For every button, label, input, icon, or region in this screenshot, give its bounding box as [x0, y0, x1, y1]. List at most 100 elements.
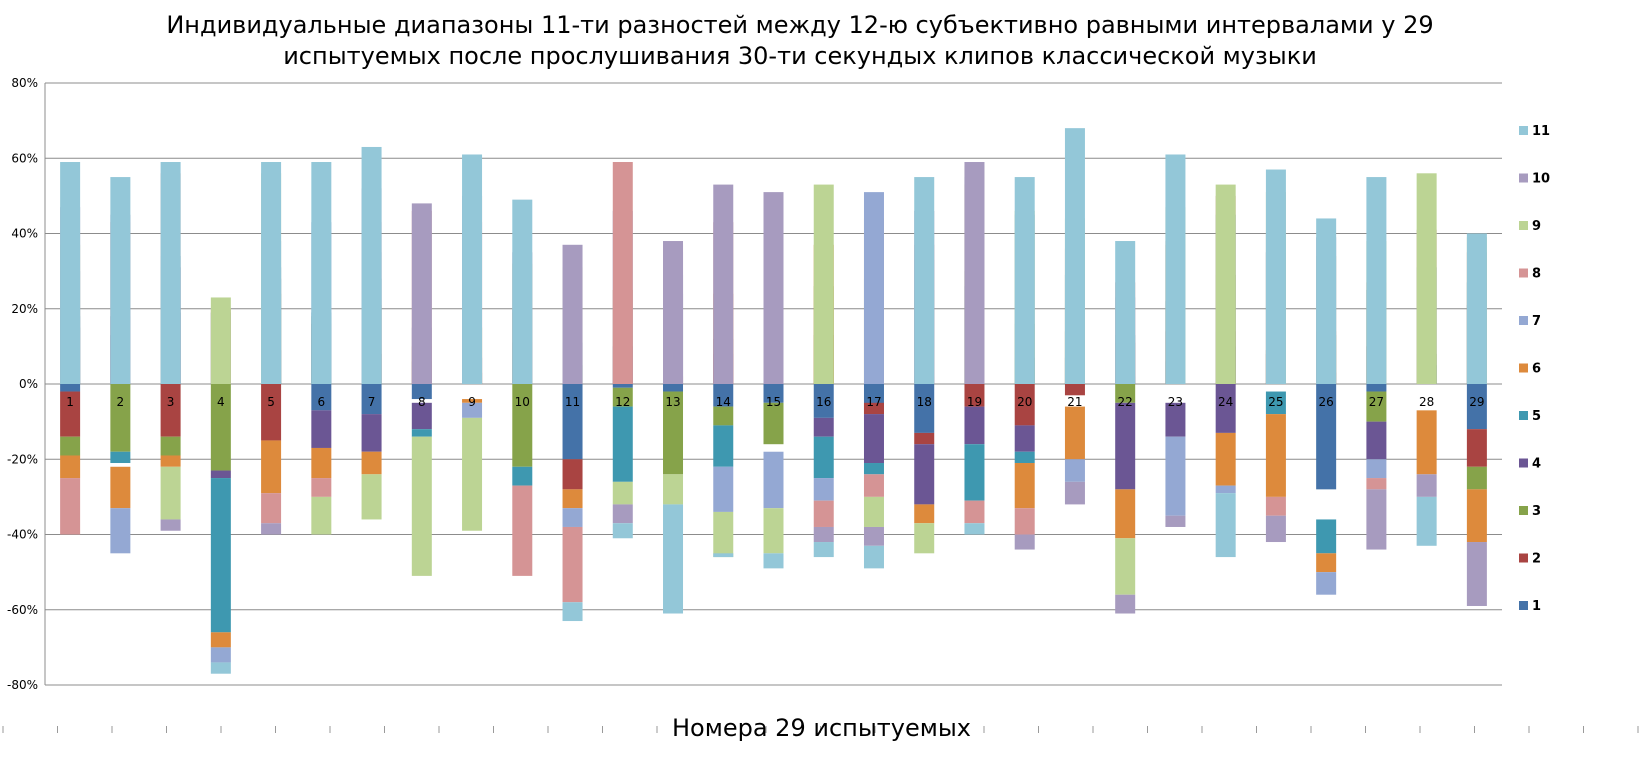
y-tick-label: -60%	[7, 603, 38, 617]
category-label-8: 8	[418, 395, 426, 409]
bar-16-series-8	[813, 500, 834, 527]
bar-21-series-11	[1064, 128, 1085, 384]
bar-13-series-11	[663, 504, 684, 614]
bar-20-series-2	[1014, 384, 1035, 426]
bar-17-series-11	[863, 545, 884, 569]
legend-swatch-11	[1519, 126, 1528, 135]
category-label-15: 15	[766, 395, 781, 409]
bar-28-series-6	[1416, 410, 1437, 475]
y-tick-label: 60%	[11, 151, 38, 165]
bar-3-series-9	[160, 466, 181, 520]
bar-2-series-7	[110, 508, 131, 554]
bar-1-series-11	[60, 162, 81, 384]
bar-19-series-8	[964, 500, 985, 524]
bar-17-series-4	[863, 414, 884, 464]
bar-16-series-10	[813, 526, 834, 543]
legend-swatch-2	[1519, 553, 1528, 563]
bar-4-series-11	[210, 662, 231, 674]
bar-17-series-5	[863, 463, 884, 475]
bar-29-series-6	[1466, 489, 1487, 543]
category-label-11: 11	[565, 395, 580, 409]
bar-11-series-6	[562, 489, 583, 509]
legend-label-1: 1	[1532, 599, 1541, 614]
bar-12-series-8	[612, 162, 633, 384]
bar-22-series-9	[1115, 538, 1136, 595]
bar-13-series-1	[663, 384, 684, 392]
bar-3-series-3	[160, 436, 181, 456]
bar-25-series-5	[1265, 391, 1286, 415]
bar-17-series-10	[863, 526, 884, 546]
bar-4-series-3	[210, 384, 231, 471]
bar-19-series-5	[964, 444, 985, 501]
bar-28-series-11	[1416, 496, 1437, 546]
bar-23-series-10	[1165, 515, 1186, 527]
bar-7-series-6	[361, 451, 382, 475]
category-label-24: 24	[1218, 395, 1233, 409]
bar-15-series-7	[763, 451, 784, 509]
legend-swatch-9	[1519, 221, 1528, 230]
bar-8-series-5	[411, 429, 432, 437]
bar-14-series-7	[713, 466, 734, 512]
bar-15-series-1	[763, 384, 784, 403]
bar-3-series-2	[160, 384, 181, 437]
bar-27-series-3	[1366, 391, 1387, 422]
bar-20-series-5	[1014, 451, 1035, 464]
bar-14-series-9	[713, 511, 734, 558]
bar-27-series-10	[1366, 489, 1387, 550]
legend-label-5: 5	[1532, 409, 1541, 424]
bar-29-series-10	[1466, 542, 1487, 606]
legend-swatch-3	[1519, 506, 1528, 515]
bar-4-series-6	[210, 632, 231, 648]
bar-18-series-4	[914, 444, 935, 505]
legend-label-8: 8	[1532, 267, 1541, 282]
bar-5-series-2	[261, 384, 282, 441]
bar-26-series-7	[1316, 572, 1337, 595]
bar-29-series-2	[1466, 429, 1487, 467]
bar-27-series-11	[1366, 177, 1387, 384]
chart-title-line-2: испытуемых после прослушивания 30-ти сек…	[283, 42, 1317, 70]
category-label-25: 25	[1268, 395, 1283, 409]
bar-1-series-8	[60, 478, 81, 535]
chart-title: Индивидуальные диапазоны 11-ти разностей…	[150, 10, 1450, 72]
bar-28-series-9	[1416, 173, 1437, 384]
legend-label-3: 3	[1532, 504, 1541, 519]
bar-27-series-7	[1366, 459, 1387, 479]
category-label-7: 7	[368, 395, 376, 409]
bar-4-series-5	[210, 478, 231, 633]
legend-label-4: 4	[1532, 457, 1541, 472]
category-label-4: 4	[217, 395, 225, 409]
category-label-3: 3	[167, 395, 175, 409]
bar-8-series-1	[411, 384, 432, 400]
bar-21-series-7	[1064, 459, 1085, 482]
legend-swatch-8	[1519, 268, 1528, 278]
bar-24-series-7	[1215, 485, 1236, 494]
category-label-9: 9	[468, 395, 476, 409]
bar-14-series-11	[713, 553, 734, 558]
bar-19-series-2	[964, 384, 985, 407]
bar-17-series-8	[863, 474, 884, 497]
legend-label-2: 2	[1532, 552, 1541, 567]
category-label-13: 13	[665, 395, 680, 409]
bar-22-series-4	[1115, 402, 1136, 490]
bar-20-series-4	[1014, 425, 1035, 452]
bar-1-series-3	[60, 436, 81, 456]
bar-27-series-4	[1366, 421, 1387, 460]
bar-12-series-9	[612, 481, 633, 505]
bar-18-series-6	[914, 504, 935, 524]
category-label-22: 22	[1118, 395, 1133, 409]
y-tick-label: 20%	[11, 302, 38, 316]
bar-11-series-7	[562, 508, 583, 527]
bar-14-series-10	[713, 184, 734, 384]
bar-12-series-5	[612, 406, 633, 482]
bar-21-series-2	[1064, 384, 1085, 396]
y-tick-label: 0%	[19, 377, 38, 391]
bar-15-series-3	[763, 402, 784, 445]
bar-12-series-3	[612, 387, 633, 407]
bar-5-series-10	[261, 523, 282, 535]
bar-14-series-1	[713, 384, 734, 407]
legend-label-9: 9	[1532, 219, 1541, 234]
bar-10-series-11	[512, 199, 533, 384]
bar-26-series-11	[1316, 218, 1337, 384]
bar-14-series-5	[713, 425, 734, 467]
